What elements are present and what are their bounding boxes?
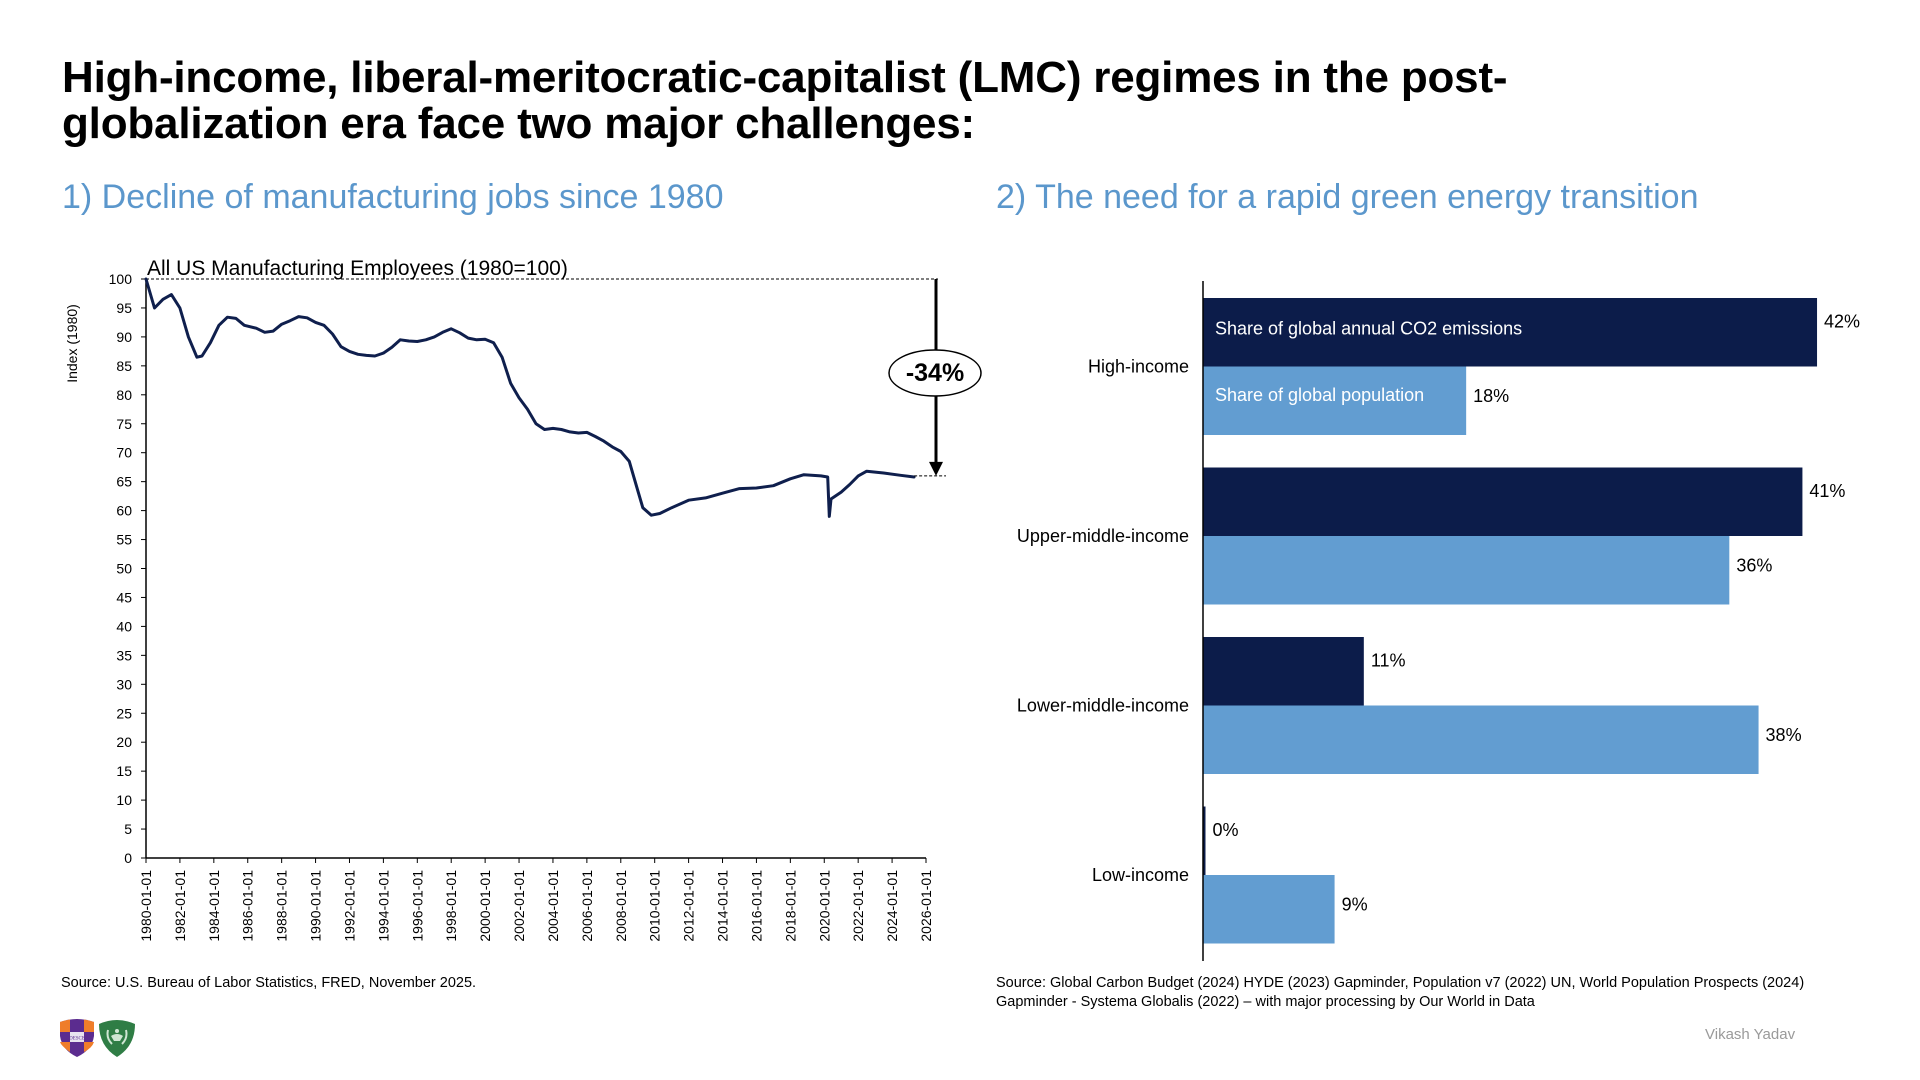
x-tick-label: 1994-01-01 [375, 870, 391, 942]
y-tick-label: 80 [116, 387, 132, 403]
decline-arrow-head-icon [929, 461, 943, 476]
population-share-bar [1203, 536, 1730, 605]
x-tick-label: 2026-01-01 [918, 870, 934, 942]
x-tick-label: 1996-01-01 [409, 870, 425, 942]
manufacturing-employment-line [144, 277, 916, 518]
y-tick-label: 35 [116, 647, 132, 663]
y-tick-label: 75 [116, 416, 132, 432]
legend-co2-label: Share of global annual CO2 emissions [1215, 318, 1522, 338]
y-tick-label: 70 [116, 445, 132, 461]
population-share-value-label: 9% [1342, 894, 1368, 914]
x-tick-label: 1984-01-01 [206, 870, 222, 942]
y-tick-label: 30 [116, 676, 132, 692]
svg-text:DESCE: DESCE [69, 1037, 85, 1042]
x-tick-label: 2024-01-01 [884, 870, 900, 942]
y-tick-label: 85 [116, 358, 132, 374]
x-tick-label: 2018-01-01 [782, 870, 798, 942]
x-tick-label: 2006-01-01 [579, 870, 595, 942]
legend-population-label: Share of global population [1215, 385, 1424, 405]
y-tick-label: 20 [116, 734, 132, 750]
co2-share-bar [1203, 806, 1206, 875]
x-tick-label: 2008-01-01 [613, 870, 629, 942]
x-tick-label: 1992-01-01 [341, 870, 357, 942]
right-source-line-1: Source: Global Carbon Budget (2024) HYDE… [996, 975, 1805, 991]
y-tick-label: 25 [116, 705, 132, 721]
co2-share-value-label: 42% [1824, 311, 1860, 331]
y-tick-label: 40 [116, 618, 132, 634]
x-tick-label: 1986-01-01 [240, 870, 256, 942]
y-tick-label: 15 [116, 763, 132, 779]
co2-share-value-label: 41% [1809, 481, 1845, 501]
population-share-value-label: 36% [1736, 555, 1772, 575]
green-laurel-shield-logo-icon [99, 1020, 135, 1057]
population-share-bar [1203, 366, 1467, 435]
x-tick-label: 2014-01-01 [715, 870, 731, 942]
x-tick-label: 2010-01-01 [647, 870, 663, 942]
x-tick-label: 1998-01-01 [443, 870, 459, 942]
right-panel-subtitle: 2) The need for a rapid green energy tra… [996, 178, 1699, 216]
y-tick-label: 100 [109, 271, 133, 287]
y-tick-label: 60 [116, 503, 132, 519]
co2-share-bar [1203, 637, 1364, 706]
emissions-population-bar-chart: 42% Share of global annual CO2 emissions 1… [1017, 281, 1860, 961]
category-label: High-income [1088, 357, 1189, 377]
co2-share-value-label: 11% [1371, 650, 1406, 670]
x-tick-label: 1990-01-01 [308, 870, 324, 942]
right-source-line-2: Gapminder - Systema Globalis (2022) – wi… [996, 994, 1535, 1010]
y-tick-label: 10 [116, 792, 132, 808]
y-tick-label: 45 [116, 589, 132, 605]
co2-share-value-label: 0% [1213, 820, 1239, 840]
category-label: Upper-middle-income [1017, 526, 1189, 546]
x-tick-label: 1980-01-01 [138, 870, 154, 942]
population-share-bar [1203, 875, 1335, 944]
decline-annotation-badge [888, 349, 982, 397]
manufacturing-line-chart: 0 5 10 15 20 25 30 35 40 45 50 55 60 65 70 75 80 85 90 95 10… [64, 257, 982, 942]
x-tick-label: 1988-01-01 [274, 870, 290, 942]
population-share-value-label: 38% [1766, 725, 1802, 745]
y-axis-label: Index (1980) [64, 304, 80, 383]
y-tick-label: 55 [116, 532, 132, 548]
left-panel-subtitle: 1) Decline of manufacturing jobs since 1… [62, 178, 724, 216]
line-chart-title: All US Manufacturing Employees (1980=100… [147, 257, 568, 280]
author-credit: Vikash Yadav [1705, 1026, 1796, 1043]
category-label: Lower-middle-income [1017, 696, 1189, 716]
x-tick-label: 2000-01-01 [477, 870, 493, 942]
x-tick-label: 2022-01-01 [850, 870, 866, 942]
category-label: Low-income [1092, 865, 1189, 885]
y-tick-label: 5 [124, 821, 132, 837]
x-tick-label: 2004-01-01 [545, 870, 561, 942]
y-tick-label: 50 [116, 561, 132, 577]
x-tick-label: 2016-01-01 [748, 870, 764, 942]
y-tick-label: 90 [116, 329, 132, 345]
population-share-bar [1203, 705, 1759, 774]
left-source-note: Source: U.S. Bureau of Labor Statistics,… [61, 975, 477, 991]
population-share-value-label: 18% [1473, 386, 1509, 406]
decline-annotation-label: -34% [906, 359, 964, 387]
x-tick-label: 2012-01-01 [681, 870, 697, 942]
x-tick-label: 1982-01-01 [172, 870, 188, 942]
y-tick-label: 0 [124, 850, 132, 866]
x-tick-label: 2020-01-01 [816, 870, 832, 942]
page-title: High-income, liberal-meritocratic-capita… [62, 53, 1508, 148]
co2-share-bar [1203, 467, 1803, 536]
university-shield-logo-icon: DESCE [60, 1019, 94, 1057]
x-tick-label: 2002-01-01 [511, 870, 527, 942]
y-tick-label: 65 [116, 474, 132, 490]
co2-share-bar [1203, 298, 1818, 367]
institution-logos: DESCE [58, 1018, 140, 1058]
y-tick-label: 95 [116, 300, 132, 316]
right-source-note: Source: Global Carbon Budget (2024) HYDE… [996, 974, 1804, 1012]
